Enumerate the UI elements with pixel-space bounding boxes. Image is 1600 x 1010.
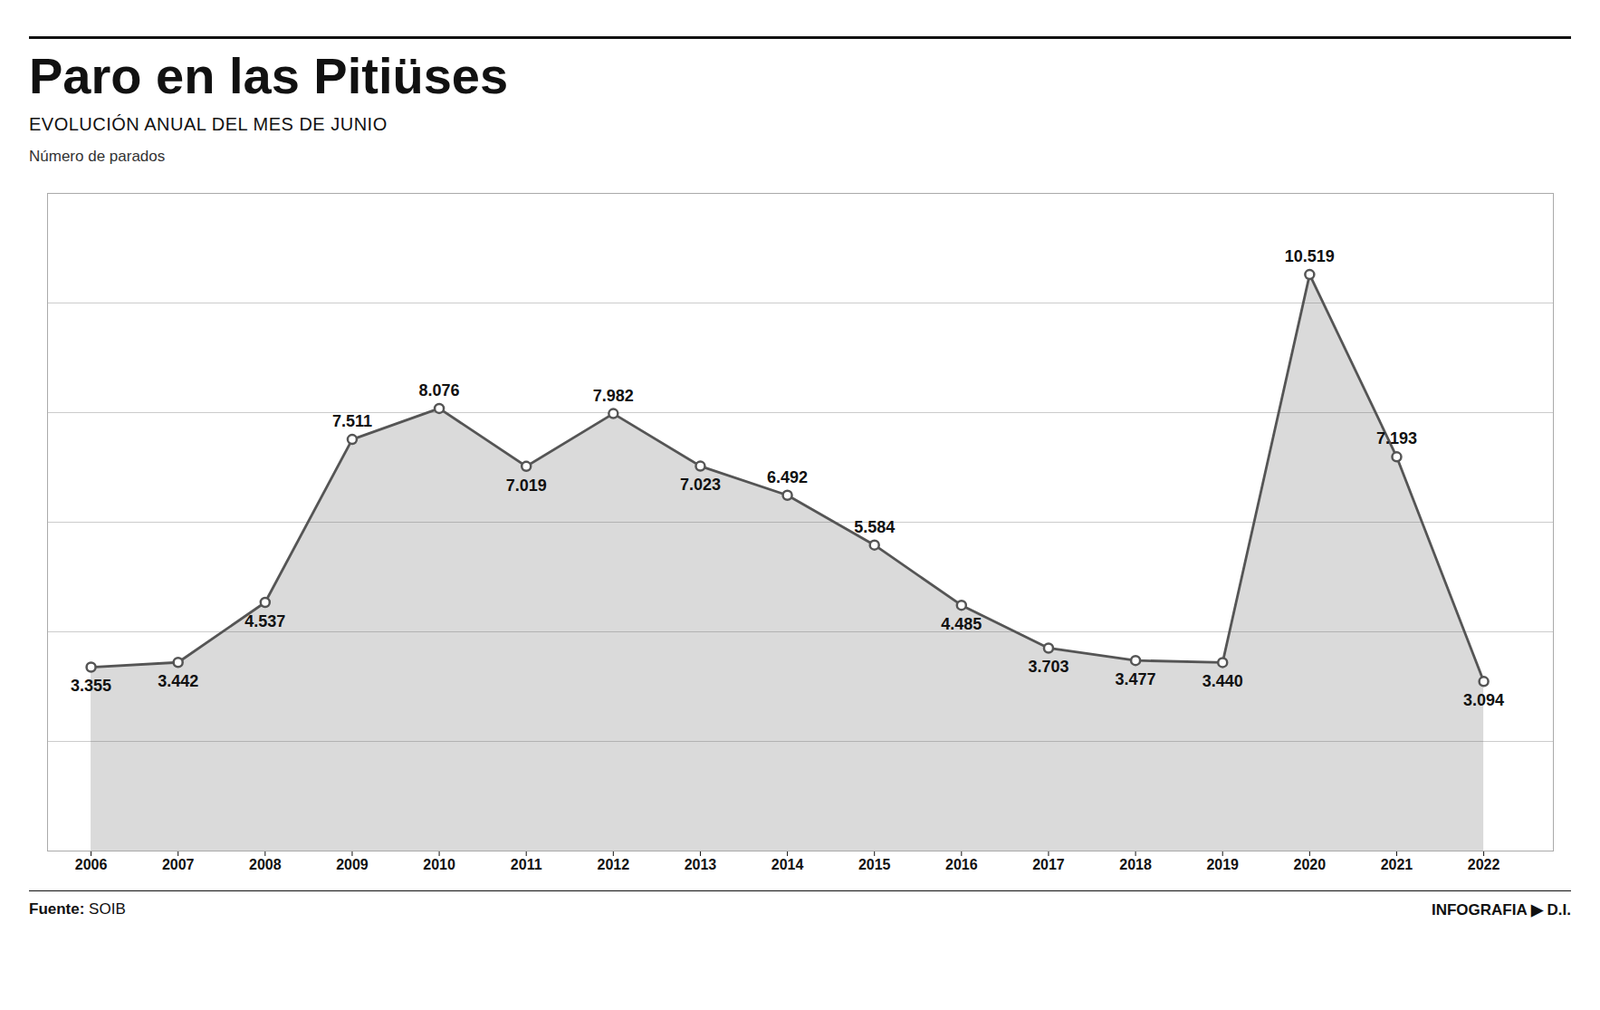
svg-text:2013: 2013 bbox=[684, 856, 718, 872]
svg-text:2021: 2021 bbox=[1380, 856, 1414, 872]
svg-text:3.355: 3.355 bbox=[70, 676, 112, 695]
svg-text:3.442: 3.442 bbox=[157, 671, 199, 690]
html-text:Fuente: SOIB: Fuente: SOIB bbox=[28, 900, 126, 918]
svg-text:3.703: 3.703 bbox=[1027, 657, 1069, 676]
svg-text:2017: 2017 bbox=[1032, 856, 1065, 872]
svg-text:2014: 2014 bbox=[771, 856, 805, 872]
svg-text:2018: 2018 bbox=[1119, 856, 1152, 872]
svg-text:2008: 2008 bbox=[249, 856, 282, 872]
svg-text:2020: 2020 bbox=[1293, 856, 1327, 872]
svg-text:2009: 2009 bbox=[335, 856, 369, 872]
svg-text:3.440: 3.440 bbox=[1202, 671, 1244, 690]
svg-text:2019: 2019 bbox=[1206, 856, 1239, 872]
svg-text:8.076: 8.076 bbox=[419, 381, 460, 400]
svg-text:2016: 2016 bbox=[945, 856, 978, 872]
svg-text:7.982: 7.982 bbox=[593, 386, 634, 405]
svg-text:2011: 2011 bbox=[510, 856, 543, 872]
svg-text:2012: 2012 bbox=[597, 856, 631, 872]
html-text:INFOGRAFIA ▶ D.I.: INFOGRAFIA ▶ D.I. bbox=[1431, 900, 1572, 919]
svg-text:3.094: 3.094 bbox=[1463, 690, 1505, 709]
svg-text:7.193: 7.193 bbox=[1376, 429, 1418, 448]
svg-text:2015: 2015 bbox=[858, 856, 892, 872]
svg-text:5.584: 5.584 bbox=[853, 517, 895, 537]
svg-text:4.537: 4.537 bbox=[244, 612, 286, 631]
svg-text:10.519: 10.519 bbox=[1284, 247, 1335, 266]
svg-text:2007: 2007 bbox=[162, 856, 195, 872]
html-text:Número de parados: Número de parados bbox=[28, 147, 166, 165]
html-text:Paro en las Pitiüses: Paro en las Pitiüses bbox=[28, 47, 509, 105]
svg-text:7.023: 7.023 bbox=[680, 475, 721, 494]
svg-text:2010: 2010 bbox=[422, 856, 456, 872]
svg-text:7.019: 7.019 bbox=[506, 476, 547, 495]
svg-text:2006: 2006 bbox=[75, 856, 108, 872]
svg-text:7.511: 7.511 bbox=[332, 411, 373, 431]
svg-text:4.485: 4.485 bbox=[940, 614, 982, 633]
svg-text:3.477: 3.477 bbox=[1115, 670, 1157, 689]
html-text:EVOLUCIÓN ANUAL DEL MES DE JUN: EVOLUCIÓN ANUAL DEL MES DE JUNIO bbox=[28, 114, 388, 135]
svg-text:2022: 2022 bbox=[1467, 856, 1501, 872]
svg-text:6.492: 6.492 bbox=[766, 468, 808, 487]
